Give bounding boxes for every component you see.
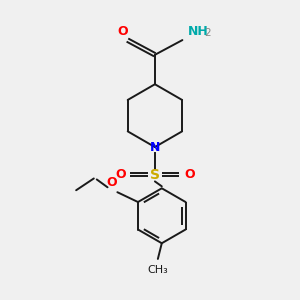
Text: S: S <box>150 167 160 182</box>
Text: N: N <box>150 141 160 154</box>
Text: O: O <box>117 25 128 38</box>
Text: O: O <box>106 176 117 189</box>
Text: O: O <box>115 168 126 181</box>
Text: O: O <box>184 168 195 181</box>
Text: CH₃: CH₃ <box>148 265 168 275</box>
Text: 2: 2 <box>205 28 211 38</box>
Text: NH: NH <box>188 25 209 38</box>
